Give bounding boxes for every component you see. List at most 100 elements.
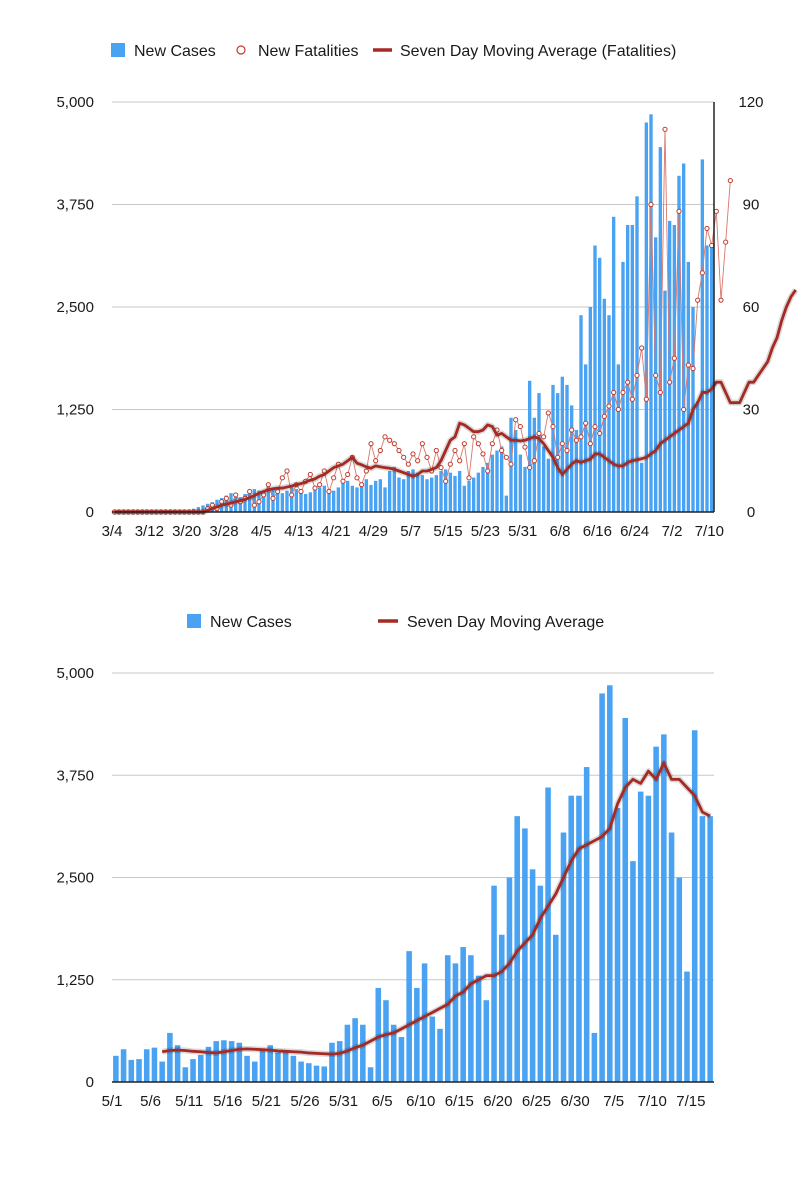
bar xyxy=(645,795,652,1082)
bar xyxy=(267,1045,273,1082)
y-tick-label: 1,250 xyxy=(56,402,94,419)
bar xyxy=(457,471,462,512)
fatality-point xyxy=(723,239,729,245)
fatality-point xyxy=(233,492,239,498)
x-tick-label: 6/10 xyxy=(406,1093,435,1110)
bar xyxy=(639,462,644,512)
fatality-point xyxy=(564,447,570,454)
legend-label-moving-average-2: Seven Day Moving Average xyxy=(407,614,604,631)
bar xyxy=(420,475,425,512)
bar xyxy=(676,877,683,1082)
fatality-point xyxy=(662,126,668,132)
bar xyxy=(329,1042,335,1082)
fatality-point xyxy=(676,208,682,214)
bar xyxy=(495,450,499,512)
bar xyxy=(355,487,359,512)
fatality-point xyxy=(508,461,514,467)
bar xyxy=(233,495,238,512)
bar xyxy=(425,479,429,512)
fatality-point xyxy=(419,441,425,447)
fatality-point xyxy=(345,471,351,478)
y2-tick-label: 30 xyxy=(743,402,760,419)
y2-tick-label: 60 xyxy=(743,299,760,316)
bar xyxy=(699,816,706,1082)
bar xyxy=(555,393,560,512)
bar xyxy=(294,489,299,512)
bar xyxy=(622,717,629,1082)
bar xyxy=(569,405,574,512)
fatality-point xyxy=(396,447,402,454)
x-tick-label: 6/15 xyxy=(445,1093,474,1110)
bar xyxy=(462,485,467,512)
legend-swatch-new-cases xyxy=(111,43,125,57)
fatality-point xyxy=(587,441,593,447)
bar xyxy=(443,469,448,512)
bar xyxy=(313,1065,320,1082)
bar xyxy=(468,955,474,1082)
fatality-point xyxy=(555,454,561,460)
x-tick-label: 5/31 xyxy=(508,523,537,540)
bar xyxy=(213,1041,219,1082)
bar xyxy=(128,1059,135,1082)
fatality-point xyxy=(634,372,640,378)
bar xyxy=(439,471,443,512)
fatality-point xyxy=(391,441,397,447)
fatality-point xyxy=(690,365,696,372)
y-tick-label: 5,000 xyxy=(56,665,94,682)
x-tick-label: 7/15 xyxy=(676,1093,705,1110)
legend-label-moving-average: Seven Day Moving Average (Fatalities) xyxy=(400,43,676,60)
bar xyxy=(574,430,579,512)
bar xyxy=(506,877,513,1082)
bar xyxy=(159,1061,165,1082)
bar xyxy=(378,479,383,512)
fatality-point xyxy=(401,454,407,460)
bar xyxy=(537,885,544,1082)
fatality-point xyxy=(657,389,663,396)
legend-marker-new-fatalities xyxy=(236,45,246,55)
bar xyxy=(597,257,602,512)
bar xyxy=(637,791,644,1082)
fatality-point xyxy=(639,345,645,351)
bar xyxy=(341,483,345,512)
bar xyxy=(120,1049,127,1082)
bar xyxy=(677,175,681,513)
bar xyxy=(481,466,485,512)
fatality-point xyxy=(597,430,603,437)
bar xyxy=(453,475,457,512)
bar xyxy=(523,466,527,512)
fatality-point xyxy=(415,458,421,464)
bar xyxy=(599,693,605,1082)
bar xyxy=(684,971,690,1082)
bar xyxy=(545,787,551,1082)
x-tick-label: 6/30 xyxy=(560,1093,589,1110)
bar xyxy=(444,955,451,1082)
bars-new-cases-2 xyxy=(113,685,713,1082)
bar xyxy=(588,307,593,512)
bar xyxy=(201,505,205,512)
bar xyxy=(707,816,713,1082)
bar xyxy=(303,493,308,512)
y-tick-label: 0 xyxy=(86,1074,94,1091)
fatality-point xyxy=(536,430,542,437)
fatality-point xyxy=(452,447,458,454)
bar xyxy=(373,480,378,512)
fatality-point xyxy=(620,389,626,396)
fatality-point xyxy=(466,475,472,481)
bar xyxy=(498,934,505,1082)
bar xyxy=(313,489,317,512)
x-tick-label: 5/1 xyxy=(102,1093,123,1110)
legend-label-new-fatalities: New Fatalities xyxy=(258,43,358,60)
fatality-point xyxy=(359,482,365,488)
bar xyxy=(259,1049,266,1082)
series-moving-average xyxy=(114,288,799,515)
fatality-point xyxy=(443,478,449,484)
fatality-point xyxy=(457,458,463,464)
bar xyxy=(593,245,597,512)
fatality-point xyxy=(601,413,607,419)
fatality-point xyxy=(592,423,598,430)
bar xyxy=(607,685,613,1082)
bar xyxy=(364,479,369,512)
grid-lines-2 xyxy=(112,672,714,981)
bar xyxy=(499,446,504,512)
x-tick-label: 6/8 xyxy=(550,523,571,540)
